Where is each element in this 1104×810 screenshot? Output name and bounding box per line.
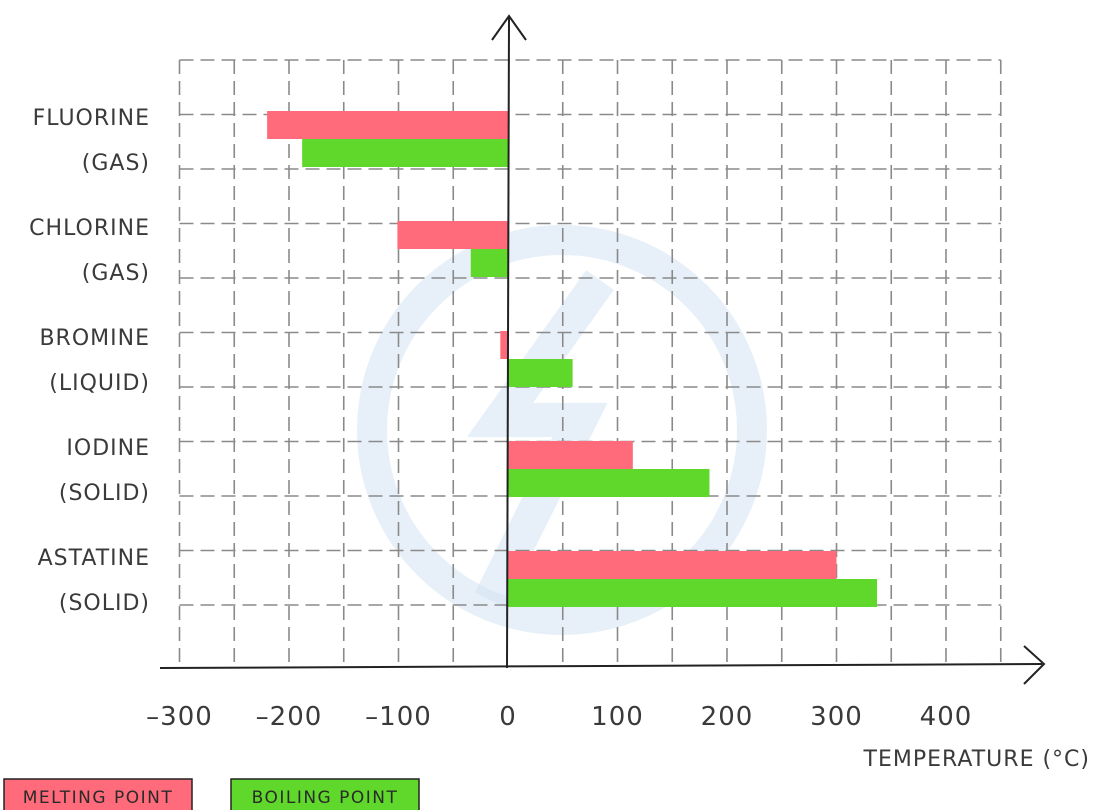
bar-boiling-iodine	[508, 469, 710, 497]
x-tick-label: 100	[591, 702, 644, 732]
axes	[159, 14, 1046, 685]
y-axis-line	[506, 17, 510, 669]
bar-melting-bromine	[500, 331, 508, 359]
category-label-name: FLUORINE	[33, 106, 150, 131]
legend-label-boiling: BOILING POINT	[252, 788, 399, 808]
x-tick-labels: –300 –200 –100 0 100 200 300 400	[146, 702, 973, 732]
category-label-name: IODINE	[66, 436, 150, 461]
category-label-name: CHLORINE	[29, 216, 150, 241]
legend-swatch-melting	[3, 778, 193, 810]
category-label-name: ASTATINE	[38, 546, 150, 571]
x-tick-label: –300	[146, 702, 213, 732]
legend-swatch-boiling	[230, 778, 420, 810]
legend-item-boiling: BOILING POINT	[230, 778, 420, 810]
x-axis-arrowhead	[1023, 645, 1046, 685]
legend: MELTING POINT BOILING POINT	[3, 778, 420, 810]
x-tick-label: 400	[920, 702, 973, 732]
bar-boiling-fluorine	[302, 139, 508, 167]
x-tick-label: –100	[365, 702, 432, 732]
x-tick-label: 300	[810, 702, 863, 732]
category-label-state: (SOLID)	[59, 481, 150, 506]
legend-item-melting: MELTING POINT	[3, 778, 193, 810]
bar-melting-chlorine	[397, 221, 508, 249]
x-axis-line	[159, 663, 1043, 669]
category-labels: FLUORINE (GAS) CHLORINE (GAS) BROMINE (LIQUID…	[29, 106, 150, 616]
bars	[267, 111, 878, 607]
x-axis-title: TEMPERATURE (°C)	[863, 747, 1090, 772]
bar-melting-iodine	[508, 441, 633, 469]
bar-melting-fluorine	[267, 111, 508, 139]
category-label-state: (GAS)	[82, 151, 150, 176]
category-label-state: (LIQUID)	[49, 371, 150, 396]
bar-boiling-bromine	[508, 359, 573, 387]
bar-melting-astatine	[508, 551, 837, 579]
x-tick-label: –200	[256, 702, 323, 732]
y-axis-arrowhead	[491, 14, 527, 41]
category-label-state: (SOLID)	[59, 591, 150, 616]
bar-boiling-astatine	[508, 579, 878, 607]
x-tick-label: 0	[499, 702, 517, 732]
category-label-name: BROMINE	[39, 326, 150, 351]
x-tick-label: 200	[701, 702, 754, 732]
legend-label-melting: MELTING POINT	[23, 788, 173, 808]
bar-boiling-chlorine	[470, 249, 508, 277]
category-label-state: (GAS)	[82, 261, 150, 286]
